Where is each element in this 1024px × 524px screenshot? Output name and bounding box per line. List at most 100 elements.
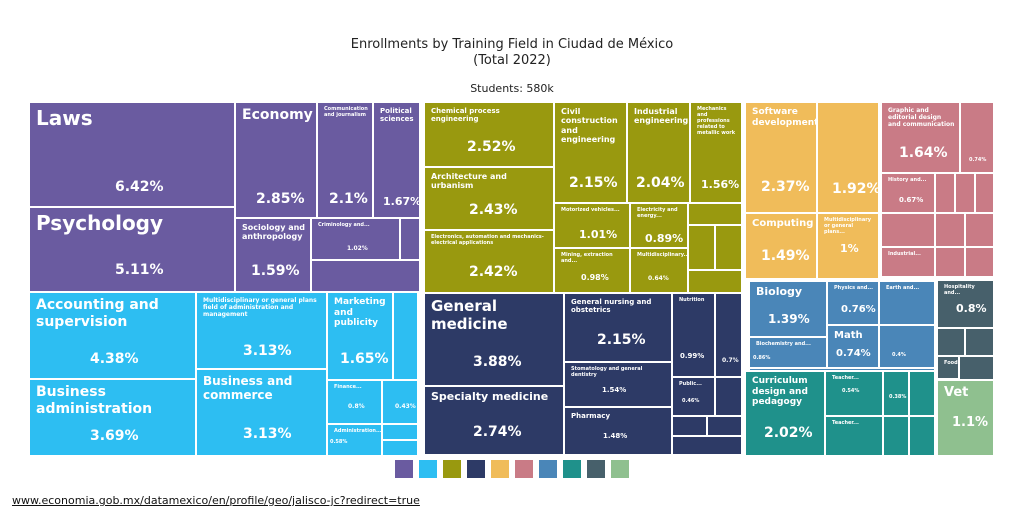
- treemap-cell[interactable]: 0.4%: [879, 325, 935, 368]
- treemap-cell[interactable]: Economy 2.85%: [235, 102, 317, 218]
- treemap-cell[interactable]: Vet 1.1%: [937, 380, 994, 456]
- treemap-cell[interactable]: Stomatology and general dentistry 1.54%: [564, 362, 672, 407]
- legend-swatch[interactable]: [562, 459, 582, 479]
- treemap-cell[interactable]: Pharmacy 1.48%: [564, 407, 672, 455]
- treemap-cell[interactable]: Biology 1.39%: [749, 281, 827, 337]
- treemap-cell[interactable]: Civil construction and engineering 2.15%: [554, 102, 627, 203]
- treemap-cell[interactable]: Motorized vehicles... 1.01%: [554, 203, 630, 248]
- cell-value: 0.8%: [348, 403, 365, 410]
- treemap-small-cell[interactable]: [382, 440, 418, 456]
- treemap-cell[interactable]: Math 0.74%: [827, 325, 879, 368]
- treemap-cell[interactable]: Criminology and... 1.02%: [311, 218, 400, 260]
- treemap-cell[interactable]: History and... 0.67%: [881, 173, 935, 213]
- treemap-cell[interactable]: Electronics, automation and mechanics-el…: [424, 230, 554, 293]
- treemap-small-cell[interactable]: [688, 225, 715, 270]
- treemap-small-cell[interactable]: [715, 225, 742, 270]
- treemap-small-cell[interactable]: [935, 173, 955, 213]
- treemap-cell[interactable]: Multidisciplinary or general plans field…: [196, 292, 327, 369]
- treemap-cell[interactable]: Biochemistry and... 0.86%: [749, 337, 827, 368]
- treemap-small-cell[interactable]: [715, 377, 742, 416]
- treemap-small-cell[interactable]: [707, 416, 742, 436]
- treemap-small-cell[interactable]: [688, 270, 742, 293]
- treemap-cell[interactable]: Industrial...: [881, 247, 935, 277]
- legend-swatch[interactable]: [490, 459, 510, 479]
- cell-value: 2.42%: [469, 264, 518, 280]
- treemap-cell[interactable]: Electricity and energy... 0.89%: [630, 203, 688, 248]
- treemap-cell[interactable]: 1.92%: [817, 102, 879, 213]
- legend-swatch[interactable]: [394, 459, 414, 479]
- treemap-cell[interactable]: Chemical process engineering 2.52%: [424, 102, 554, 167]
- treemap-cell[interactable]: Nutrition 0.99%: [672, 293, 715, 377]
- treemap-cell[interactable]: 0.38%: [883, 371, 909, 416]
- treemap-small-cell[interactable]: [909, 371, 935, 416]
- treemap-small-cell[interactable]: [400, 218, 420, 260]
- treemap-cell[interactable]: Communication and journalism 2.1%: [317, 102, 373, 218]
- treemap-cell[interactable]: Graphic and editorial design and communi…: [881, 102, 960, 173]
- treemap-cell[interactable]: Business administration 3.69%: [29, 379, 196, 456]
- treemap-cell[interactable]: Curriculum design and pedagogy 2.02%: [745, 371, 825, 456]
- treemap-cell[interactable]: Laws 6.42%: [29, 102, 235, 207]
- treemap-cell[interactable]: Public... 0.46%: [672, 377, 715, 416]
- treemap-cell[interactable]: Physics and... 0.76%: [827, 281, 879, 325]
- treemap-cell[interactable]: Earth and...: [879, 281, 935, 325]
- treemap-cell[interactable]: Multidisciplinary or general plans... 1%: [817, 213, 879, 279]
- treemap-small-cell[interactable]: [883, 416, 909, 456]
- treemap-cell[interactable]: Business and commerce 3.13%: [196, 369, 327, 456]
- treemap-small-cell[interactable]: [745, 279, 879, 281]
- treemap-cell[interactable]: Computing 1.49%: [745, 213, 817, 279]
- treemap-small-cell[interactable]: [311, 260, 420, 292]
- treemap-small-cell[interactable]: [935, 213, 965, 247]
- treemap-cell[interactable]: General medicine 3.88%: [424, 293, 564, 386]
- treemap-cell[interactable]: Psychology 5.11%: [29, 207, 235, 292]
- treemap-small-cell[interactable]: [393, 292, 418, 380]
- treemap-small-cell[interactable]: [965, 328, 994, 356]
- treemap-cell[interactable]: Teacher...: [825, 416, 883, 456]
- treemap-small-cell[interactable]: [955, 173, 975, 213]
- treemap-cell[interactable]: Mechanics and professions related to met…: [690, 102, 742, 203]
- treemap-small-cell[interactable]: [959, 356, 994, 380]
- legend-swatch[interactable]: [538, 459, 558, 479]
- treemap-small-cell[interactable]: [672, 436, 742, 455]
- treemap-cell[interactable]: 0.74%: [960, 102, 994, 173]
- treemap-small-cell[interactable]: [881, 213, 935, 247]
- treemap-cell[interactable]: Industrial engineering 2.04%: [627, 102, 690, 203]
- treemap-cell[interactable]: Hospitality and... 0.8%: [937, 280, 994, 328]
- treemap-small-cell[interactable]: [382, 424, 418, 440]
- treemap-small-cell[interactable]: [937, 328, 965, 356]
- legend-swatch[interactable]: [514, 459, 534, 479]
- legend-swatch[interactable]: [610, 459, 630, 479]
- source-link[interactable]: www.economia.gob.mx/datamexico/en/profil…: [12, 494, 420, 507]
- cell-label: Teacher...: [832, 420, 859, 426]
- treemap-cell[interactable]: Mining, extraction and... 0.98%: [554, 248, 630, 293]
- treemap-cell[interactable]: Architecture and urbanism 2.43%: [424, 167, 554, 230]
- legend-swatch[interactable]: [442, 459, 462, 479]
- treemap-small-cell[interactable]: [965, 247, 994, 277]
- treemap-small-cell[interactable]: [965, 213, 994, 247]
- treemap-cell[interactable]: Sociology and anthropology 1.59%: [235, 218, 311, 292]
- treemap-small-cell[interactable]: [909, 416, 935, 456]
- treemap-cell[interactable]: Food...: [937, 356, 959, 379]
- treemap-cell[interactable]: Political sciences 1.67%: [373, 102, 420, 218]
- treemap-cell[interactable]: 0.7%: [715, 293, 742, 377]
- treemap-cell[interactable]: Accounting and supervision 4.38%: [29, 292, 196, 379]
- treemap-cell[interactable]: 0.43%: [382, 380, 418, 424]
- treemap-cell[interactable]: Specialty medicine 2.74%: [424, 386, 564, 455]
- treemap-cell[interactable]: Finance... 0.8%: [327, 380, 382, 424]
- treemap-cell[interactable]: Software development 2.37%: [745, 102, 817, 213]
- cell-label: Mining, extraction and...: [561, 252, 613, 264]
- treemap-small-cell[interactable]: [935, 247, 965, 277]
- treemap-cell[interactable]: General nursing and obstetrics 2.15%: [564, 293, 672, 362]
- treemap-cell[interactable]: Teacher... 0.54%: [825, 371, 883, 416]
- legend-swatch[interactable]: [418, 459, 438, 479]
- treemap-cell[interactable]: Multidisciplinary... 0.64%: [630, 248, 688, 293]
- treemap-small-cell[interactable]: [749, 368, 935, 371]
- treemap-small-cell[interactable]: [688, 203, 742, 225]
- legend-swatch[interactable]: [466, 459, 486, 479]
- treemap-small-cell[interactable]: [975, 173, 994, 213]
- treemap-small-cell[interactable]: [672, 416, 707, 436]
- treemap-cell[interactable]: Marketing and publicity 1.65%: [327, 292, 393, 380]
- cell-label: Stomatology and general dentistry: [571, 366, 643, 378]
- legend-swatch[interactable]: [586, 459, 606, 479]
- cell-value: 2.1%: [329, 191, 368, 207]
- treemap-cell[interactable]: Administration... 0.58%: [327, 424, 382, 456]
